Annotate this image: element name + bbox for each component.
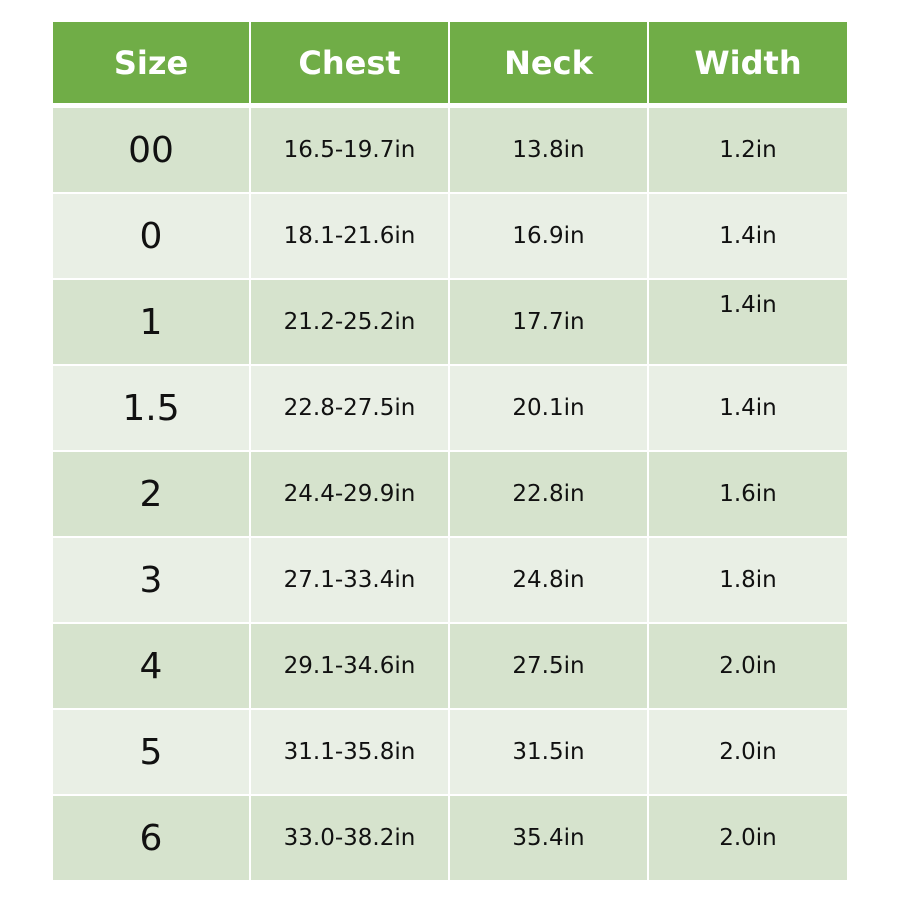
value-cell: 21.2-25.2in [251, 280, 448, 364]
value-cell: 31.1-35.8in [251, 710, 448, 794]
value-cell: 2.0in [649, 624, 847, 708]
value-cell: 16.9in [450, 194, 647, 278]
header-cell: Width [649, 22, 847, 103]
value-cell: 17.7in [450, 280, 647, 364]
value-cell: 1.4in [649, 280, 847, 364]
value-cell: 2.0in [649, 710, 847, 794]
value-cell: 24.8in [450, 538, 647, 622]
value-cell: 13.8in [450, 108, 647, 192]
value-cell: 27.1-33.4in [251, 538, 448, 622]
value-cell: 22.8-27.5in [251, 366, 448, 450]
value-cell: 1.8in [649, 538, 847, 622]
value-cell: 22.8in [450, 452, 647, 536]
value-cell: 16.5-19.7in [251, 108, 448, 192]
size-cell: 6 [53, 796, 249, 880]
value-cell: 1.2in [649, 108, 847, 192]
value-cell: 20.1in [450, 366, 647, 450]
value-cell: 33.0-38.2in [251, 796, 448, 880]
value-cell: 24.4-29.9in [251, 452, 448, 536]
size-cell: 1 [53, 280, 249, 364]
value-cell: 29.1-34.6in [251, 624, 448, 708]
value-cell: 31.5in [450, 710, 647, 794]
size-cell: 5 [53, 710, 249, 794]
value-cell: 2.0in [649, 796, 847, 880]
header-cell: Neck [450, 22, 647, 103]
size-cell: 3 [53, 538, 249, 622]
value-cell: 1.4in [649, 194, 847, 278]
size-cell: 4 [53, 624, 249, 708]
size-cell: 00 [53, 108, 249, 192]
size-cell: 2 [53, 452, 249, 536]
value-cell: 35.4in [450, 796, 647, 880]
value-cell: 1.6in [649, 452, 847, 536]
header-cell: Size [53, 22, 249, 103]
value-cell: 18.1-21.6in [251, 194, 448, 278]
size-cell: 0 [53, 194, 249, 278]
size-cell: 1.5 [53, 366, 249, 450]
value-cell: 27.5in [450, 624, 647, 708]
header-cell: Chest [251, 22, 448, 103]
value-cell: 1.4in [649, 366, 847, 450]
